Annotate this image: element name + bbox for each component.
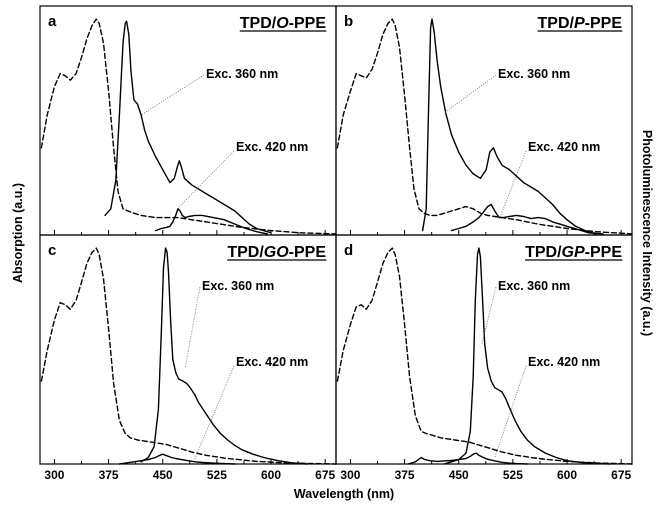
x-tick-label-525: 525	[207, 468, 227, 482]
annotation-c-0: Exc. 360 nm	[202, 279, 274, 293]
x-tick-label-525: 525	[503, 468, 523, 482]
panel-title-a: TPD/O-PPE	[240, 15, 327, 32]
x-tick-label-300: 300	[44, 468, 64, 482]
annotation-a-1: Exc. 420 nm	[236, 140, 308, 154]
x-axis-label: Wavelength (nm)	[294, 487, 394, 501]
axis-ticks	[53, 230, 622, 464]
panel-title-italic: P	[574, 15, 585, 32]
annotation-leader-c-0	[184, 286, 201, 369]
x-tick-label-600: 600	[557, 468, 577, 482]
panel-letter-d: d	[344, 242, 353, 259]
annotation-c-1: Exc. 420 nm	[236, 355, 308, 369]
panel-title-b: TPD/P-PPE	[538, 15, 623, 32]
pl-curve-d-2	[407, 452, 528, 465]
pl-curve-b-2	[450, 203, 604, 235]
x-tick-label-375: 375	[395, 468, 415, 482]
panel-letter-b: b	[344, 13, 353, 30]
panel-title-prefix: TPD/	[240, 15, 277, 32]
pl-curve-a-1	[104, 20, 272, 234]
absorption-curve-d-0	[336, 247, 633, 465]
panel-title-suffix: -PPE	[585, 15, 623, 32]
pl-curve-b-1	[421, 18, 597, 235]
panel-title-prefix: TPD/	[538, 15, 575, 32]
pl-curve-a-2	[154, 208, 269, 235]
annotation-leader-c-1	[194, 365, 235, 460]
panel-frame-d	[335, 234, 633, 465]
panel-letter-a: a	[48, 13, 57, 30]
panel-title-suffix: -PPE	[289, 15, 327, 32]
y-axis-label-right: Photoluminescence Intensity (a.u.)	[640, 130, 654, 336]
annotation-leader-a-0	[140, 74, 205, 116]
pl-curve-c-1	[140, 247, 308, 465]
panel-title-d: TPD/GP-PPE	[525, 244, 622, 261]
absorption-curve-a-0	[40, 18, 337, 235]
x-tick-label-450: 450	[449, 468, 469, 482]
panel-title-prefix: TPD/	[227, 244, 264, 261]
pl-curve-c-2	[118, 453, 236, 465]
y-axis-label-left: Absorption (a.u.)	[11, 183, 25, 283]
pl-curve-d-1	[443, 247, 611, 465]
panel-title-italic: GP	[562, 244, 585, 261]
panel-frame-a	[39, 5, 337, 236]
annotation-a-0: Exc. 360 nm	[206, 67, 278, 81]
annotation-leader-d-1	[494, 365, 527, 458]
x-tick-label-375: 375	[99, 468, 119, 482]
spectra-curves	[40, 18, 633, 465]
panel-title-suffix: -PPE	[585, 244, 623, 261]
panel-title-suffix: -PPE	[289, 244, 327, 261]
x-tick-label-300: 300	[340, 468, 360, 482]
x-tick-label-675: 675	[611, 468, 631, 482]
panel-title-prefix: TPD/	[525, 244, 562, 261]
x-tick-label-675: 675	[315, 468, 335, 482]
annotation-d-0: Exc. 360 nm	[498, 279, 570, 293]
annotation-leader-b-1	[499, 150, 527, 218]
panel-title-italic: GO	[264, 244, 289, 261]
x-tick-label-450: 450	[153, 468, 173, 482]
annotation-b-1: Exc. 420 nm	[528, 140, 600, 154]
panel-frames	[39, 5, 633, 465]
annotation-leader-a-1	[176, 150, 235, 210]
annotation-d-1: Exc. 420 nm	[528, 355, 600, 369]
panel-letter-c: c	[48, 242, 56, 259]
absorption-curve-b-0	[336, 18, 633, 235]
annotation-b-0: Exc. 360 nm	[498, 67, 570, 81]
panel-title-c: TPD/GO-PPE	[227, 244, 326, 261]
panel-frame-c	[39, 234, 337, 465]
panel-title-italic: O	[276, 15, 289, 32]
annotation-leader-b-0	[444, 74, 497, 114]
x-tick-label-600: 600	[261, 468, 281, 482]
panel-frame-b	[335, 5, 633, 236]
